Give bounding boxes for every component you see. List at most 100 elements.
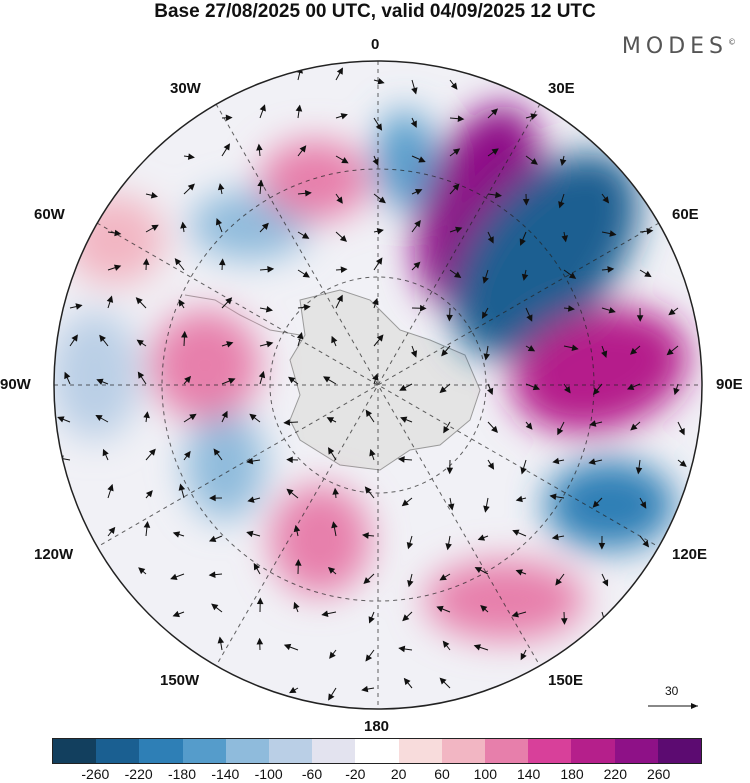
colorbar-bin-3 bbox=[182, 739, 226, 763]
wind-arrow-head bbox=[608, 307, 616, 314]
wind-arrow-head bbox=[482, 276, 489, 284]
wind-arrow-head bbox=[445, 543, 452, 551]
wind-arrow-head bbox=[259, 104, 266, 112]
wind-arrow-head bbox=[530, 113, 538, 120]
wind-arrow-head bbox=[217, 636, 225, 644]
wind-arrow-head bbox=[328, 693, 335, 701]
colorbar-bin-4 bbox=[225, 739, 270, 763]
wind-arrow-head bbox=[189, 413, 197, 421]
wind-arrow-head bbox=[494, 191, 503, 199]
lon-label-30e: 30E bbox=[548, 80, 575, 97]
wind-arrow-head bbox=[407, 580, 414, 588]
wind-arrow-head bbox=[375, 123, 383, 131]
wind-arrow-head bbox=[323, 376, 331, 383]
wind-arrow-head bbox=[184, 450, 191, 459]
wind-arrow-head bbox=[249, 413, 257, 421]
antarctica-landmass bbox=[289, 289, 481, 471]
wind-arrow-head bbox=[483, 353, 490, 361]
wind-arrow-head bbox=[483, 505, 490, 513]
wind-arrow-head bbox=[365, 654, 373, 662]
wind-arrow-head bbox=[225, 297, 233, 305]
wind-arrow-head bbox=[567, 305, 575, 312]
wind-arrow-head bbox=[549, 493, 557, 500]
wind-arrow-head bbox=[520, 652, 527, 661]
wind-arrow-head bbox=[571, 344, 579, 351]
wind-arrow-head bbox=[341, 157, 349, 164]
wind-arrow-head bbox=[225, 114, 233, 122]
wind-arrow-head bbox=[401, 499, 409, 507]
wind-arrow-head bbox=[286, 488, 294, 496]
wind-arrow-head bbox=[321, 610, 329, 618]
wind-arrow-head bbox=[283, 419, 291, 426]
wind-arrow-head bbox=[487, 387, 494, 396]
graticule bbox=[54, 61, 702, 709]
wind-arrow-head bbox=[521, 273, 529, 281]
wind-arrow-head bbox=[439, 386, 447, 394]
wind-arrow-head bbox=[299, 145, 307, 153]
wind-arrow-head bbox=[678, 427, 685, 436]
wind-arrow-head bbox=[246, 457, 254, 465]
wind-arrow-head bbox=[457, 115, 465, 122]
wind-arrow-head bbox=[336, 67, 343, 75]
wind-arrow-head bbox=[180, 221, 187, 229]
anomaly-layer bbox=[54, 104, 689, 640]
wind-arrow-head bbox=[640, 501, 647, 509]
wind-arrow-head bbox=[588, 458, 596, 465]
wind-arrow-head bbox=[267, 266, 275, 273]
wind-arrow-head bbox=[602, 579, 609, 587]
wind-arrow-head bbox=[450, 82, 458, 90]
wind-arrow-head bbox=[377, 78, 385, 85]
wind-arrow-head bbox=[148, 448, 156, 456]
wind-arrow-head bbox=[454, 271, 462, 279]
wind-arrow-head bbox=[143, 411, 150, 419]
colorbar-bin-12 bbox=[571, 739, 615, 763]
wind-arrow-head bbox=[293, 524, 301, 533]
wind-arrow-head bbox=[481, 311, 489, 319]
wind-arrow-head bbox=[372, 297, 379, 306]
lon-label-150e: 150E bbox=[548, 672, 584, 689]
wind-arrow-head bbox=[555, 578, 562, 586]
wind-arrow-head bbox=[564, 386, 571, 394]
blob-trough-120e bbox=[545, 460, 675, 550]
wind-arrow-head bbox=[446, 314, 453, 322]
lon-label-60w: 60W bbox=[34, 206, 65, 223]
chart-title: Base 27/08/2025 00 UTC, valid 04/09/2025… bbox=[154, 1, 596, 22]
reference-vector bbox=[648, 703, 698, 709]
wind-arrow-head bbox=[402, 614, 410, 622]
map-border bbox=[53, 60, 703, 710]
colorbar-tick-2: -180 bbox=[167, 766, 197, 782]
wind-arrow-head bbox=[452, 183, 460, 191]
colorbar-tick-1: -220 bbox=[124, 766, 153, 782]
wind-arrow-head bbox=[108, 526, 116, 534]
wind-arrow-head bbox=[644, 270, 652, 278]
colorbar-tick-3: -140 bbox=[211, 766, 240, 782]
wind-arrow-head bbox=[519, 238, 526, 246]
wind-arrow-head bbox=[410, 120, 417, 128]
wind-arrow-head bbox=[558, 201, 565, 209]
wind-arrow-head bbox=[102, 448, 109, 457]
wind-arrow-head bbox=[221, 410, 228, 419]
wind-arrow-head bbox=[228, 377, 236, 385]
wind-arrow-head bbox=[178, 483, 186, 491]
wind-arrow-head bbox=[403, 677, 411, 686]
wind-arrow-head bbox=[439, 677, 447, 685]
wind-arrow-head bbox=[375, 257, 383, 265]
wind-arrow-head bbox=[336, 294, 343, 303]
wind-arrow-head bbox=[419, 304, 427, 312]
wind-arrow-head bbox=[415, 188, 423, 195]
wind-arrow-head bbox=[340, 266, 348, 273]
wind-arrow-head bbox=[150, 191, 158, 199]
blob-ridge-60w bbox=[65, 195, 165, 285]
wind-arrow-head bbox=[414, 219, 421, 228]
wind-arrow-head bbox=[256, 597, 264, 605]
wind-arrow-head bbox=[184, 375, 192, 384]
colorbar-bin-2 bbox=[139, 739, 183, 763]
wind-arrow-head bbox=[265, 306, 273, 313]
wind-arrow-head bbox=[398, 645, 406, 653]
wind-arrow-head bbox=[679, 460, 687, 467]
wind-arrow-head bbox=[418, 156, 426, 163]
wind-arrow-head bbox=[142, 258, 150, 265]
wind-arrow-head bbox=[397, 456, 405, 463]
wind-arrow-head bbox=[114, 229, 122, 237]
